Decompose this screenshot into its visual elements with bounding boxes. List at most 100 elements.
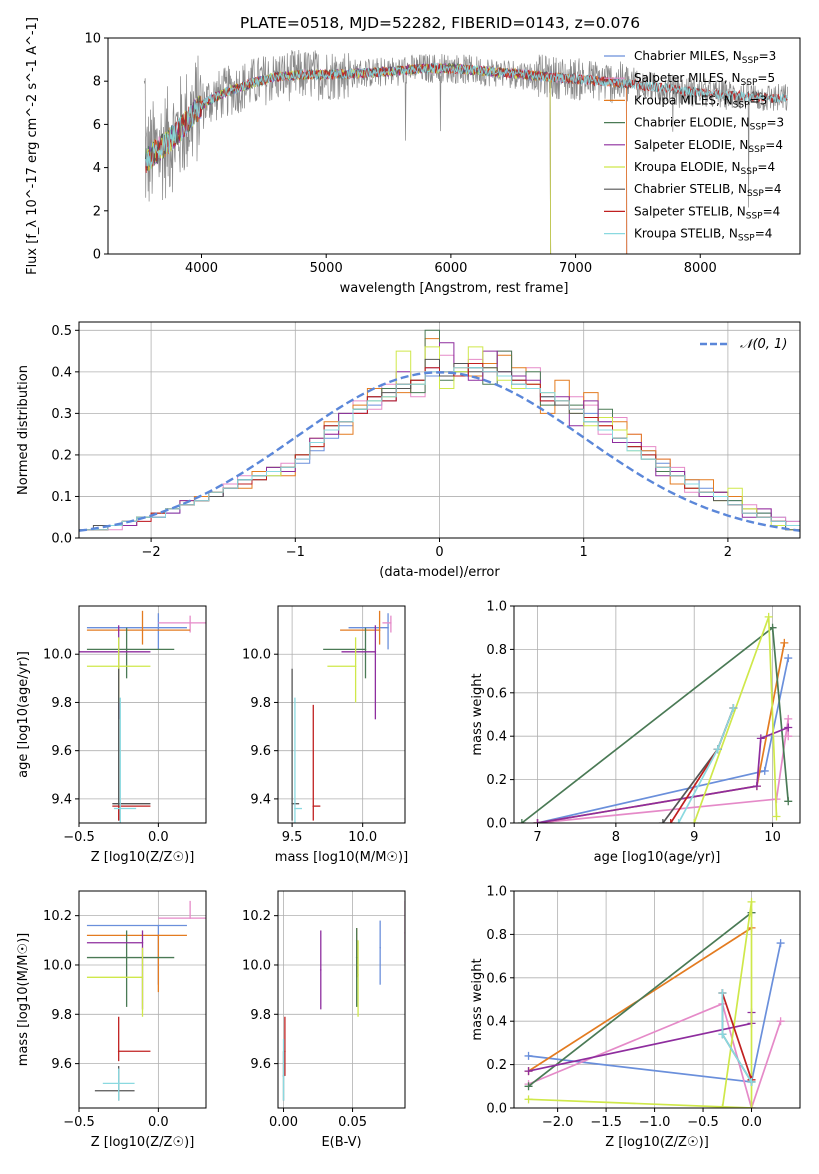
x-axis-label: wavelength [Angstrom, rest frame] xyxy=(340,281,569,296)
weight-series-line xyxy=(537,718,790,823)
y-tick-label: 0.8 xyxy=(486,928,507,943)
data-point xyxy=(355,956,358,959)
x-tick-label: −0.5 xyxy=(63,1115,95,1130)
model-spectrum-line xyxy=(144,62,788,170)
y-tick-label: 6 xyxy=(93,118,101,133)
data-point xyxy=(117,805,120,807)
panel-mass-vs-ebv: 0.00 0.05 9.6 9.8 10.0 10.2 E(B-V) xyxy=(242,890,406,1150)
plus-marker xyxy=(776,939,785,948)
plus-marker xyxy=(760,766,769,775)
y-tick-label: 10.0 xyxy=(242,958,271,973)
weight-series-line xyxy=(537,642,786,823)
legend-entry: Salpeter MILES, NSSP=5 xyxy=(634,71,775,88)
weight-series-line xyxy=(537,657,790,823)
y-tick-label: 8 xyxy=(93,75,101,90)
x-tick-label: 7 xyxy=(533,830,541,845)
x-tick-label: −1.5 xyxy=(590,1115,622,1130)
plus-marker xyxy=(729,703,738,712)
data-point xyxy=(117,802,120,805)
y-axis-label: Normed distribution xyxy=(16,365,31,495)
y-tick-label: 9.4 xyxy=(250,792,271,807)
plus-marker xyxy=(524,1067,533,1076)
x-tick-label: 0.0 xyxy=(148,1115,169,1130)
x-tick-label: 1 xyxy=(580,545,588,560)
y-tick-label: 10.2 xyxy=(242,909,271,924)
panel-age-vs-mass: 9.5 10.0 9.4 9.6 9.8 10.0 mass [log10(M/M☉)] xyxy=(242,605,408,865)
data-point xyxy=(387,626,389,629)
plot-area xyxy=(278,891,405,1108)
weight-series-line xyxy=(721,992,753,1081)
x-tick-label: 0.0 xyxy=(741,1115,762,1130)
axes-frame xyxy=(78,605,207,824)
gaussian-line xyxy=(79,371,800,532)
y-tick-label: 10 xyxy=(84,32,101,47)
plus-marker xyxy=(747,1077,756,1086)
x-tick-label: 8000 xyxy=(684,261,717,276)
data-point xyxy=(319,969,322,971)
panel-mass-vs-Z: −0.5 0.0 9.6 9.8 10.0 10.2 Z [log10(Z/Z☉)] mass… xyxy=(16,890,207,1150)
x-axis-label: E(B-V) xyxy=(321,1135,361,1150)
x-tick-label: 2 xyxy=(724,545,732,560)
weight-series-line xyxy=(693,616,778,823)
data-spectrum-line xyxy=(143,49,788,208)
x-tick-label: 8 xyxy=(612,830,620,845)
x-tick-label: 0.00 xyxy=(269,1115,298,1130)
y-tick-label: 0.4 xyxy=(486,730,507,745)
y-tick-label: 0.2 xyxy=(486,1058,507,1073)
plot-area xyxy=(79,322,800,538)
y-tick-label: 0.4 xyxy=(486,1015,507,1030)
plus-marker xyxy=(784,732,793,741)
data-point xyxy=(141,976,144,979)
legend-entry: Kroupa MILES, NSSP=3 xyxy=(634,93,767,110)
y-tick-label: 10.0 xyxy=(242,648,271,663)
y-tick-label: 0.0 xyxy=(486,1102,507,1117)
weight-series-line xyxy=(528,901,753,1108)
x-tick-label: −2.0 xyxy=(542,1115,574,1130)
x-tick-label: 9.5 xyxy=(282,830,303,845)
panel-residual-histogram: −2 −1 0 1 2 0.0 0.1 0.2 0.3 0.4 0.5 (data-model)/er… xyxy=(16,321,801,580)
data-point xyxy=(312,805,315,807)
plus-marker xyxy=(517,819,526,823)
plot-area xyxy=(278,606,405,823)
x-tick-label: 6000 xyxy=(434,261,467,276)
data-point xyxy=(157,924,160,927)
plus-marker xyxy=(690,819,699,823)
panel-weight-vs-age: 7 8 9 10 0.0 0.2 0.4 0.6 0.8 1.0 age [log10(age/yr… xyxy=(470,600,801,865)
axes-frame xyxy=(513,605,801,824)
plus-marker xyxy=(784,654,793,663)
plus-marker xyxy=(747,897,756,906)
x-tick-label: 9 xyxy=(690,830,698,845)
plus-marker xyxy=(752,782,761,791)
x-axis-label: mass [log10(M/M☉)] xyxy=(275,850,408,865)
y-tick-label: 0.6 xyxy=(486,971,507,986)
x-tick-label: 0.05 xyxy=(338,1115,367,1130)
y-axis-label: mass [log10(M/M☉)] xyxy=(16,933,31,1066)
data-point xyxy=(157,934,160,937)
y-axis-label: age [log10(age/yr)] xyxy=(16,651,31,778)
plus-marker xyxy=(718,988,727,997)
x-tick-label: 4000 xyxy=(185,261,218,276)
y-tick-label: 4 xyxy=(93,161,101,176)
plus-marker xyxy=(533,819,542,823)
data-point xyxy=(284,1050,286,1053)
data-point xyxy=(378,629,381,631)
x-axis-label: (data-model)/error xyxy=(379,565,500,580)
plot-area xyxy=(79,606,206,823)
x-tick-label: 0.0 xyxy=(148,830,169,845)
y-tick-label: 0.5 xyxy=(51,324,72,339)
y-tick-label: 9.8 xyxy=(51,696,72,711)
y-tick-label: 0.3 xyxy=(51,407,72,422)
y-tick-label: 0 xyxy=(93,248,101,263)
axes-frame xyxy=(513,890,801,1109)
data-point xyxy=(141,941,144,944)
y-tick-label: 10.2 xyxy=(43,909,72,924)
y-tick-label: 10.0 xyxy=(43,648,72,663)
y-tick-label: 0.0 xyxy=(486,817,507,832)
plus-marker xyxy=(784,714,793,723)
axes-frame xyxy=(107,37,801,255)
y-tick-label: 1.0 xyxy=(486,600,507,615)
y-tick-label: 9.6 xyxy=(250,1057,271,1072)
plus-marker xyxy=(764,612,773,621)
panel-age-vs-Z: −0.5 0.0 9.4 9.6 9.8 10.0 Z [log10(Z/Z☉)] age [… xyxy=(16,605,207,865)
data-point xyxy=(157,626,160,629)
